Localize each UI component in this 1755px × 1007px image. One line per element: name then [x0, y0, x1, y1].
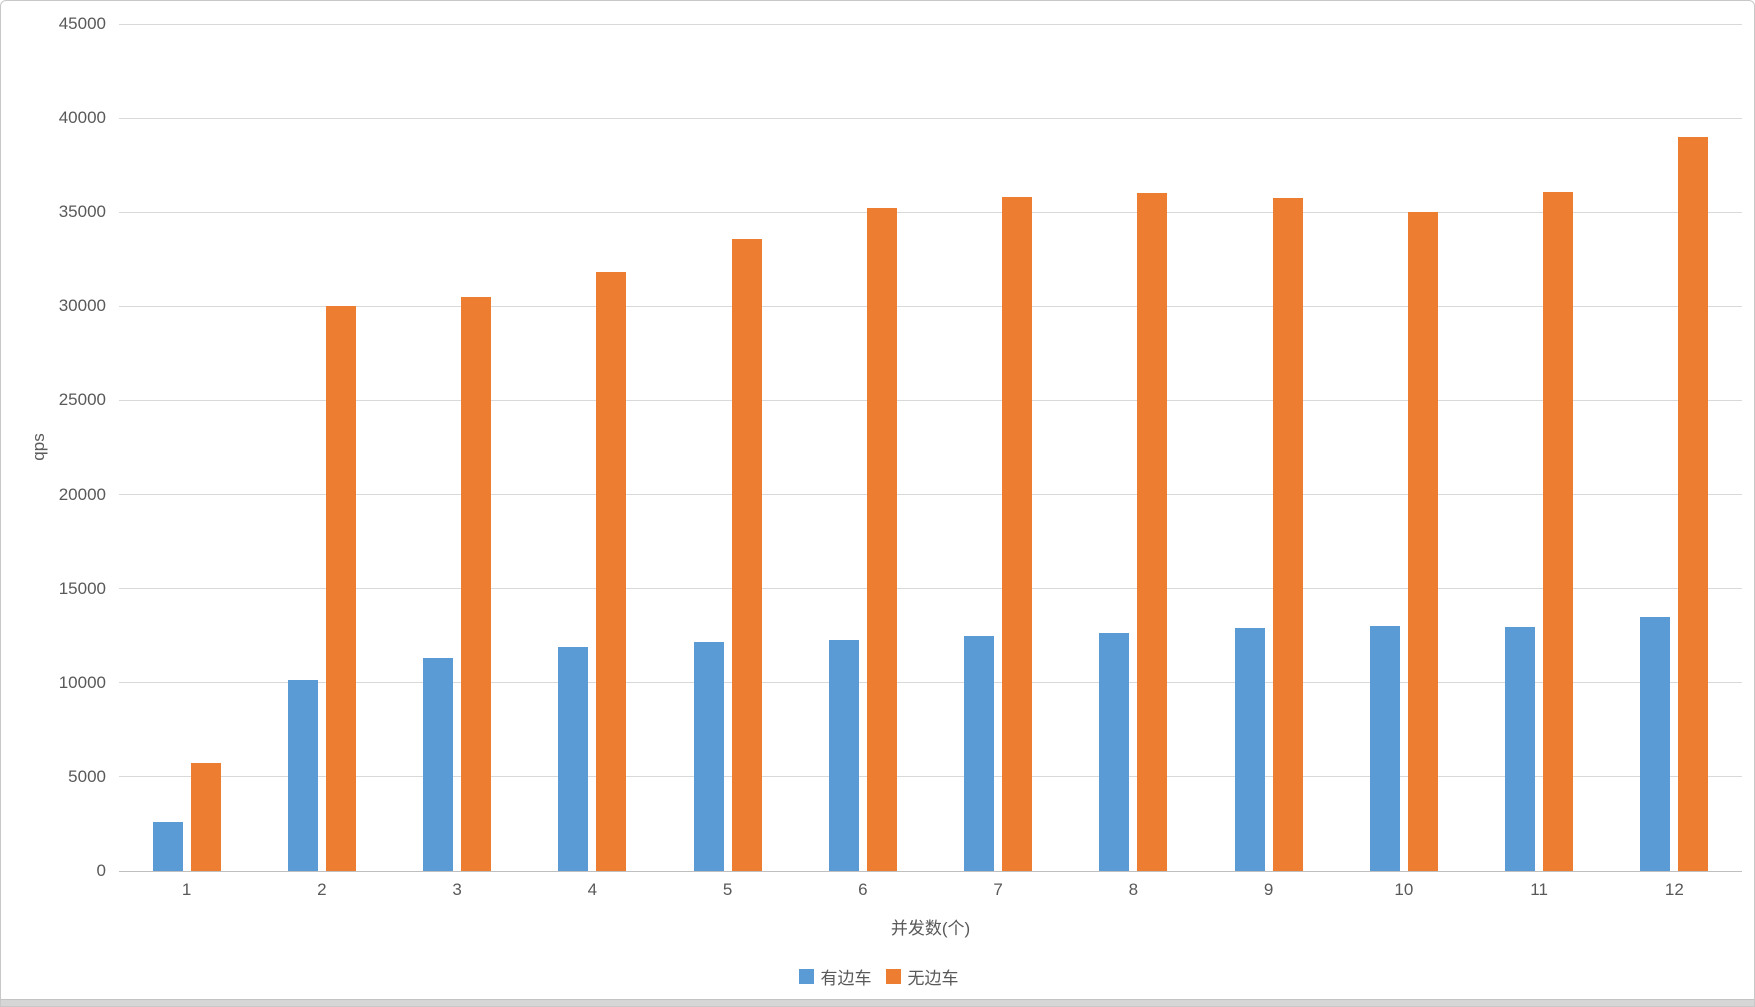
- bar-group-10: [1336, 24, 1471, 871]
- x-tick-label-9: 9: [1263, 880, 1274, 899]
- x-tick-label-7: 7: [993, 880, 1003, 899]
- bar-with-sidecar-9: [1234, 628, 1265, 871]
- legend-swatch-with-sidecar: [798, 969, 814, 984]
- bar-group-1: [119, 24, 254, 871]
- bar-group-6: [795, 24, 930, 871]
- y-tick-label-0: 0: [96, 861, 106, 880]
- gridline-40000: [119, 117, 1742, 119]
- chart-legend: 有边车 无边车: [1, 964, 1754, 989]
- bar-without-sidecar-10: [1407, 212, 1438, 871]
- bar-without-sidecar-7: [1002, 197, 1033, 871]
- bar-group-5: [660, 24, 795, 871]
- y-tick-label-40000: 40000: [58, 108, 106, 128]
- x-tick-label-5: 5: [722, 880, 733, 899]
- bar-group-12: [1607, 24, 1742, 871]
- x-tick-label-1: 1: [181, 880, 192, 899]
- bar-with-sidecar-5: [693, 642, 724, 871]
- gridline-35000: [119, 211, 1742, 213]
- legend-item-without-sidecar: 无边车: [885, 964, 959, 989]
- bar-with-sidecar-2: [287, 679, 318, 871]
- bars-layer: [119, 24, 1742, 871]
- bar-without-sidecar-1: [190, 762, 221, 871]
- gridline-10000: [119, 682, 1742, 684]
- bar-without-sidecar-4: [596, 271, 627, 871]
- y-tick-label-20000: 20000: [58, 484, 106, 504]
- window-bottom-strip: [1, 999, 1754, 1006]
- y-tick-label-25000: 25000: [58, 390, 106, 410]
- x-tick-label-8: 8: [1128, 880, 1139, 899]
- bar-without-sidecar-8: [1137, 193, 1168, 871]
- bar-with-sidecar-3: [423, 658, 454, 871]
- bar-group-9: [1201, 24, 1336, 871]
- x-tick-label-2: 2: [317, 880, 327, 899]
- legend-swatch-without-sidecar: [885, 969, 901, 984]
- gridline-5000: [119, 776, 1742, 778]
- plot-area: [119, 23, 1742, 872]
- legend-label-without-sidecar: 无边车: [907, 969, 959, 988]
- bar-group-8: [1066, 24, 1201, 871]
- x-tick-label-4: 4: [587, 880, 598, 899]
- bar-with-sidecar-4: [558, 647, 589, 871]
- bar-with-sidecar-10: [1369, 626, 1400, 871]
- bar-group-4: [525, 24, 660, 871]
- x-axis-title: 并发数(个): [890, 919, 971, 938]
- bar-group-7: [931, 24, 1066, 871]
- x-tick-label-10: 10: [1394, 880, 1414, 899]
- legend-label-with-sidecar: 有边车: [820, 969, 872, 988]
- bar-with-sidecar-11: [1505, 627, 1536, 871]
- bar-without-sidecar-3: [461, 296, 492, 871]
- bar-without-sidecar-9: [1272, 198, 1303, 871]
- bar-without-sidecar-2: [325, 306, 356, 871]
- gridline-45000: [119, 23, 1742, 25]
- bar-with-sidecar-7: [964, 635, 995, 871]
- bar-without-sidecar-11: [1543, 191, 1574, 871]
- bar-group-11: [1472, 24, 1607, 871]
- x-tick-label-6: 6: [858, 880, 868, 899]
- gridline-15000: [119, 588, 1742, 590]
- bar-without-sidecar-12: [1678, 136, 1709, 871]
- y-tick-label-45000: 45000: [58, 14, 106, 33]
- bar-group-2: [254, 24, 389, 871]
- bar-without-sidecar-5: [731, 238, 762, 871]
- bar-with-sidecar-12: [1640, 616, 1671, 871]
- legend-item-with-sidecar: 有边车: [798, 964, 872, 989]
- bar-without-sidecar-6: [866, 208, 897, 871]
- y-tick-label-5000: 5000: [68, 766, 106, 786]
- bar-with-sidecar-6: [828, 639, 859, 871]
- gridline-0: [119, 870, 1742, 872]
- gridline-30000: [119, 305, 1742, 307]
- y-tick-label-35000: 35000: [58, 202, 106, 222]
- bar-with-sidecar-1: [152, 822, 183, 871]
- y-axis-tick-labels: 0 5000 10000 15000 20000 25000 30000 35000 40000…: [1, 14, 106, 880]
- x-tick-label-11: 11: [1530, 880, 1548, 899]
- gridline-20000: [119, 494, 1742, 496]
- x-axis-tick-labels: 1 2 3 4 5 6 7 8 9 10 11 12: [119, 880, 1742, 900]
- gridline-25000: [119, 399, 1742, 401]
- y-tick-label-30000: 30000: [58, 296, 106, 316]
- x-tick-label-3: 3: [452, 880, 462, 899]
- x-tick-label-12: 12: [1664, 880, 1684, 899]
- y-tick-label-10000: 10000: [58, 672, 106, 692]
- bar-group-3: [390, 24, 525, 871]
- y-tick-label-15000: 15000: [58, 578, 106, 598]
- bar-with-sidecar-8: [1099, 632, 1130, 871]
